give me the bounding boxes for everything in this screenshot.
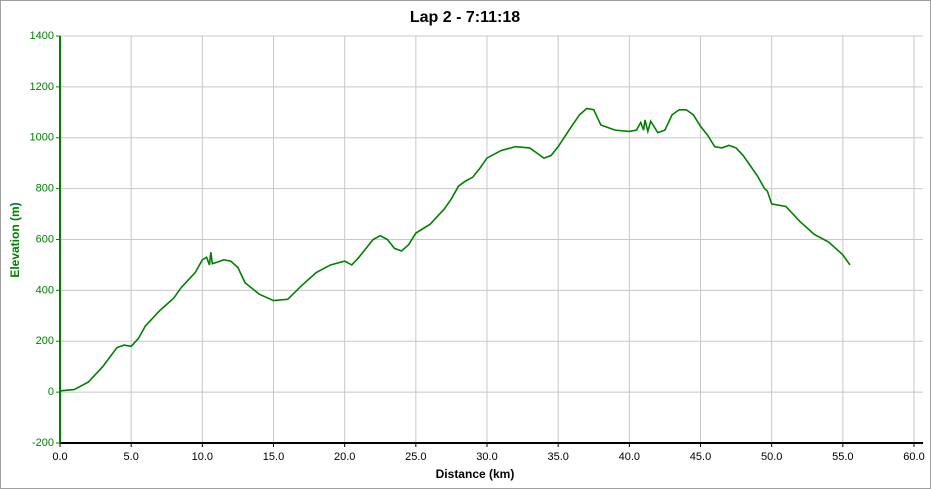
x-tick-label: 10.0 — [192, 451, 213, 463]
x-tick-label: 25.0 — [405, 451, 426, 463]
y-axis-label: Elevation (m) — [8, 202, 22, 277]
x-tick-label: 35.0 — [547, 451, 568, 463]
y-tick-label: 800 — [36, 183, 54, 195]
x-tick-label: 5.0 — [124, 451, 139, 463]
line — [59, 107, 851, 392]
x-tick-label: 0.0 — [52, 451, 67, 463]
y-tick-label: 0 — [48, 386, 54, 398]
x-tick-label: 20.0 — [334, 451, 355, 463]
y-tick-label: 400 — [36, 284, 54, 296]
x-tick-label: 15.0 — [263, 451, 284, 463]
y-tick-label: 200 — [36, 335, 54, 347]
x-tick-label: 60.0 — [903, 451, 924, 463]
y-tick-label: 1400 — [30, 30, 54, 42]
x-tick-label: 45.0 — [690, 451, 711, 463]
y-tick-label: 1000 — [30, 132, 54, 144]
x-tick-label: 30.0 — [476, 451, 497, 463]
x-axis-label: Distance (km) — [436, 467, 515, 481]
y-tick-label: 1200 — [30, 81, 54, 93]
y-tick-label: 600 — [36, 233, 54, 245]
x-tick-label: 50.0 — [761, 451, 782, 463]
y-tick-label: -200 — [32, 437, 54, 449]
chart-title: Lap 2 - 7:11:18 — [410, 9, 520, 26]
x-tick-label: 55.0 — [832, 451, 853, 463]
x-tick-label: 40.0 — [619, 451, 640, 463]
